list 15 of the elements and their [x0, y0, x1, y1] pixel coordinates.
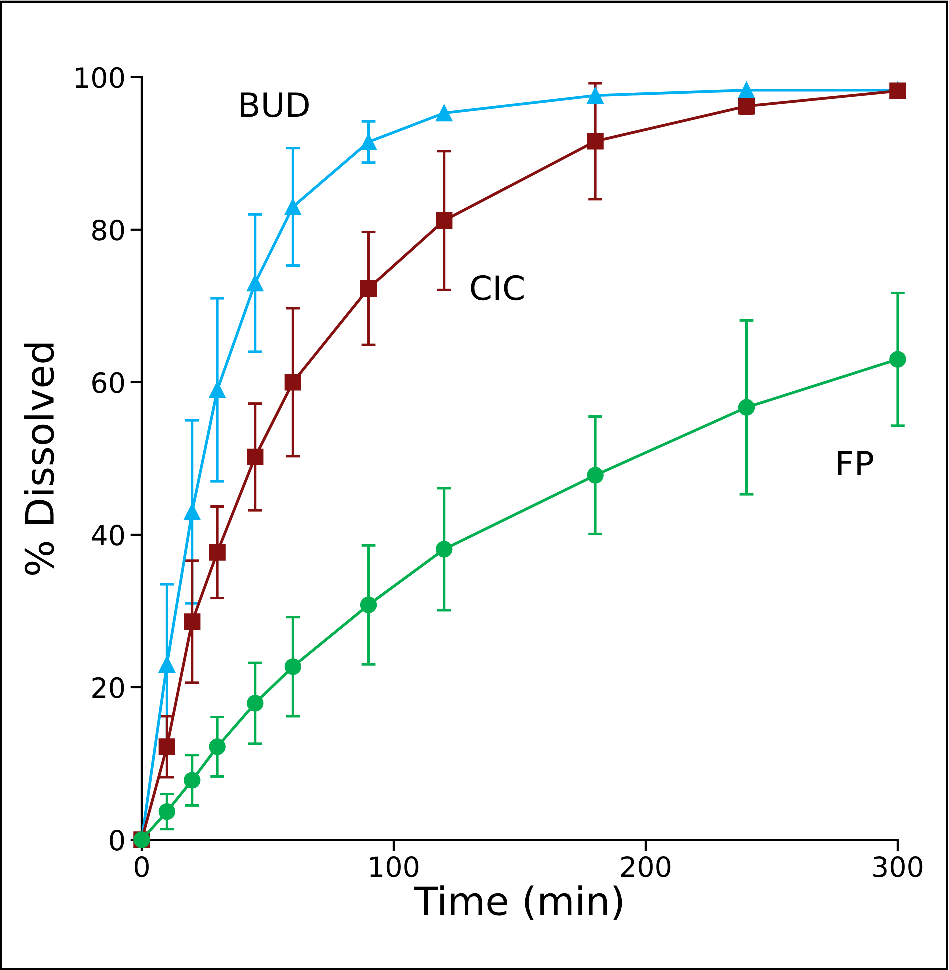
text: FP: [838, 451, 874, 476]
x-tick-label: 0: [134, 856, 149, 878]
y-tick-label: 100: [76, 67, 124, 88]
series-label: BUD: [241, 92, 309, 118]
x-tick-label: 300: [874, 856, 923, 878]
y-tick-label: 0: [110, 830, 124, 851]
series-label: CIC: [471, 275, 524, 301]
x-tick-label: 100: [370, 856, 419, 878]
y-axis-title: % Dissolved: [24, 344, 54, 575]
y-tick-label: 60: [92, 372, 124, 394]
y-tick-label: 20: [92, 677, 124, 698]
x-tick-label: 200: [621, 856, 671, 878]
y-tick-label: 80: [92, 220, 124, 241]
x-axis-title: Time (min): [414, 886, 622, 920]
y-tick-label: 40: [92, 524, 124, 546]
